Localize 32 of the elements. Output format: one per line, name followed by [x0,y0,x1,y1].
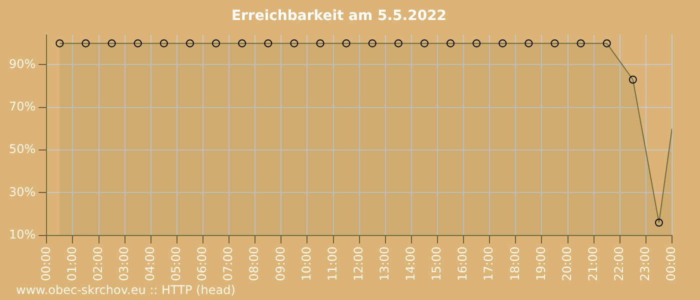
y-tick-label: 10% [9,228,36,242]
x-tick-label: 19:00 [534,246,548,282]
x-tick-label: 07:00 [221,246,236,282]
x-tick-label: 10:00 [299,246,314,282]
x-tick-label: 02:00 [90,246,105,282]
x-tick-label: 05:00 [169,246,184,282]
y-tick-label: 30% [9,184,36,199]
x-tick-label: 12:00 [351,246,366,282]
y-tick-label: 90% [9,56,36,71]
x-tick-label: 06:00 [195,246,210,282]
x-tick-label: 09:00 [273,246,288,282]
y-tick-label: 70% [9,99,36,114]
y-tick-label: 50% [9,142,36,156]
x-tick-label: 23:00 [638,246,652,282]
x-tick-label: 13:00 [378,246,392,282]
x-tick-label: 17:00 [482,246,496,282]
x-tick-label: 14:00 [404,246,418,282]
x-tick-label: 01:00 [64,246,79,282]
x-tick-label: 03:00 [116,246,131,282]
x-tick-label: 18:00 [508,246,522,282]
x-tick-label: 20:00 [560,246,574,282]
x-tick-label: 22:00 [612,246,626,282]
x-tick-label: 04:00 [143,246,158,282]
x-tick-label: 21:00 [586,246,600,282]
x-tick-label: 11:00 [325,246,340,282]
x-tick-label: 00:00 [664,246,678,282]
x-tick-label: 00:00 [38,246,53,282]
x-tick-label: 08:00 [247,246,262,282]
chart-title: Erreichbarkeit am 5.5.2022 [231,8,447,24]
x-tick-label: 15:00 [430,246,444,282]
text: www.obec-skrchov.eu :: HTTP (head) [16,283,236,298]
x-tick-label: 16:00 [456,246,470,282]
